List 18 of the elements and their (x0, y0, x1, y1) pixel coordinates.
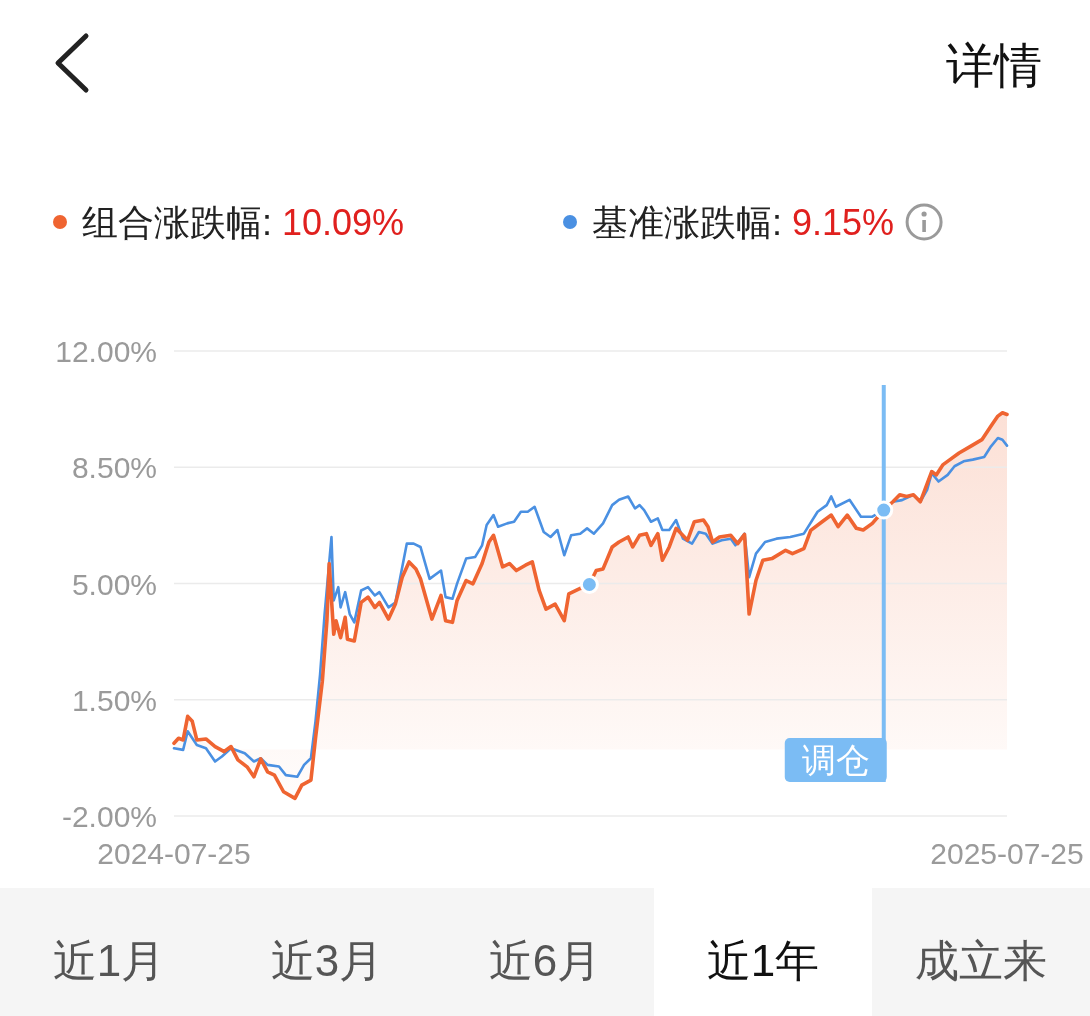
y-tick-label: 12.00% (55, 335, 157, 368)
legend-label: 基准涨跌幅: (592, 202, 783, 243)
text: 10.09% (282, 202, 405, 243)
text: 详情 (946, 39, 1042, 92)
y-tick-label: 5.00% (71, 567, 157, 601)
legend-label: 组合涨跌幅: (82, 202, 273, 243)
tab: 近3月 (218, 888, 436, 1016)
x-tick-label: 2025-07-25 (930, 837, 1084, 870)
ref-line-label: 调仓 (801, 741, 870, 779)
tab: 成立来 (872, 888, 1090, 1016)
tab: 近1月 (0, 888, 218, 1016)
tab: 近6月 (436, 888, 654, 1016)
tab-selected: 近1年 (706, 936, 820, 985)
text: 9.15% (792, 202, 895, 243)
x-tick-label: 2024-07-25 (97, 837, 251, 870)
y-tick-label: 1.50% (71, 683, 157, 717)
y-tick-label: 8.50% (71, 451, 157, 485)
y-tick-label: -2.00% (61, 800, 157, 833)
